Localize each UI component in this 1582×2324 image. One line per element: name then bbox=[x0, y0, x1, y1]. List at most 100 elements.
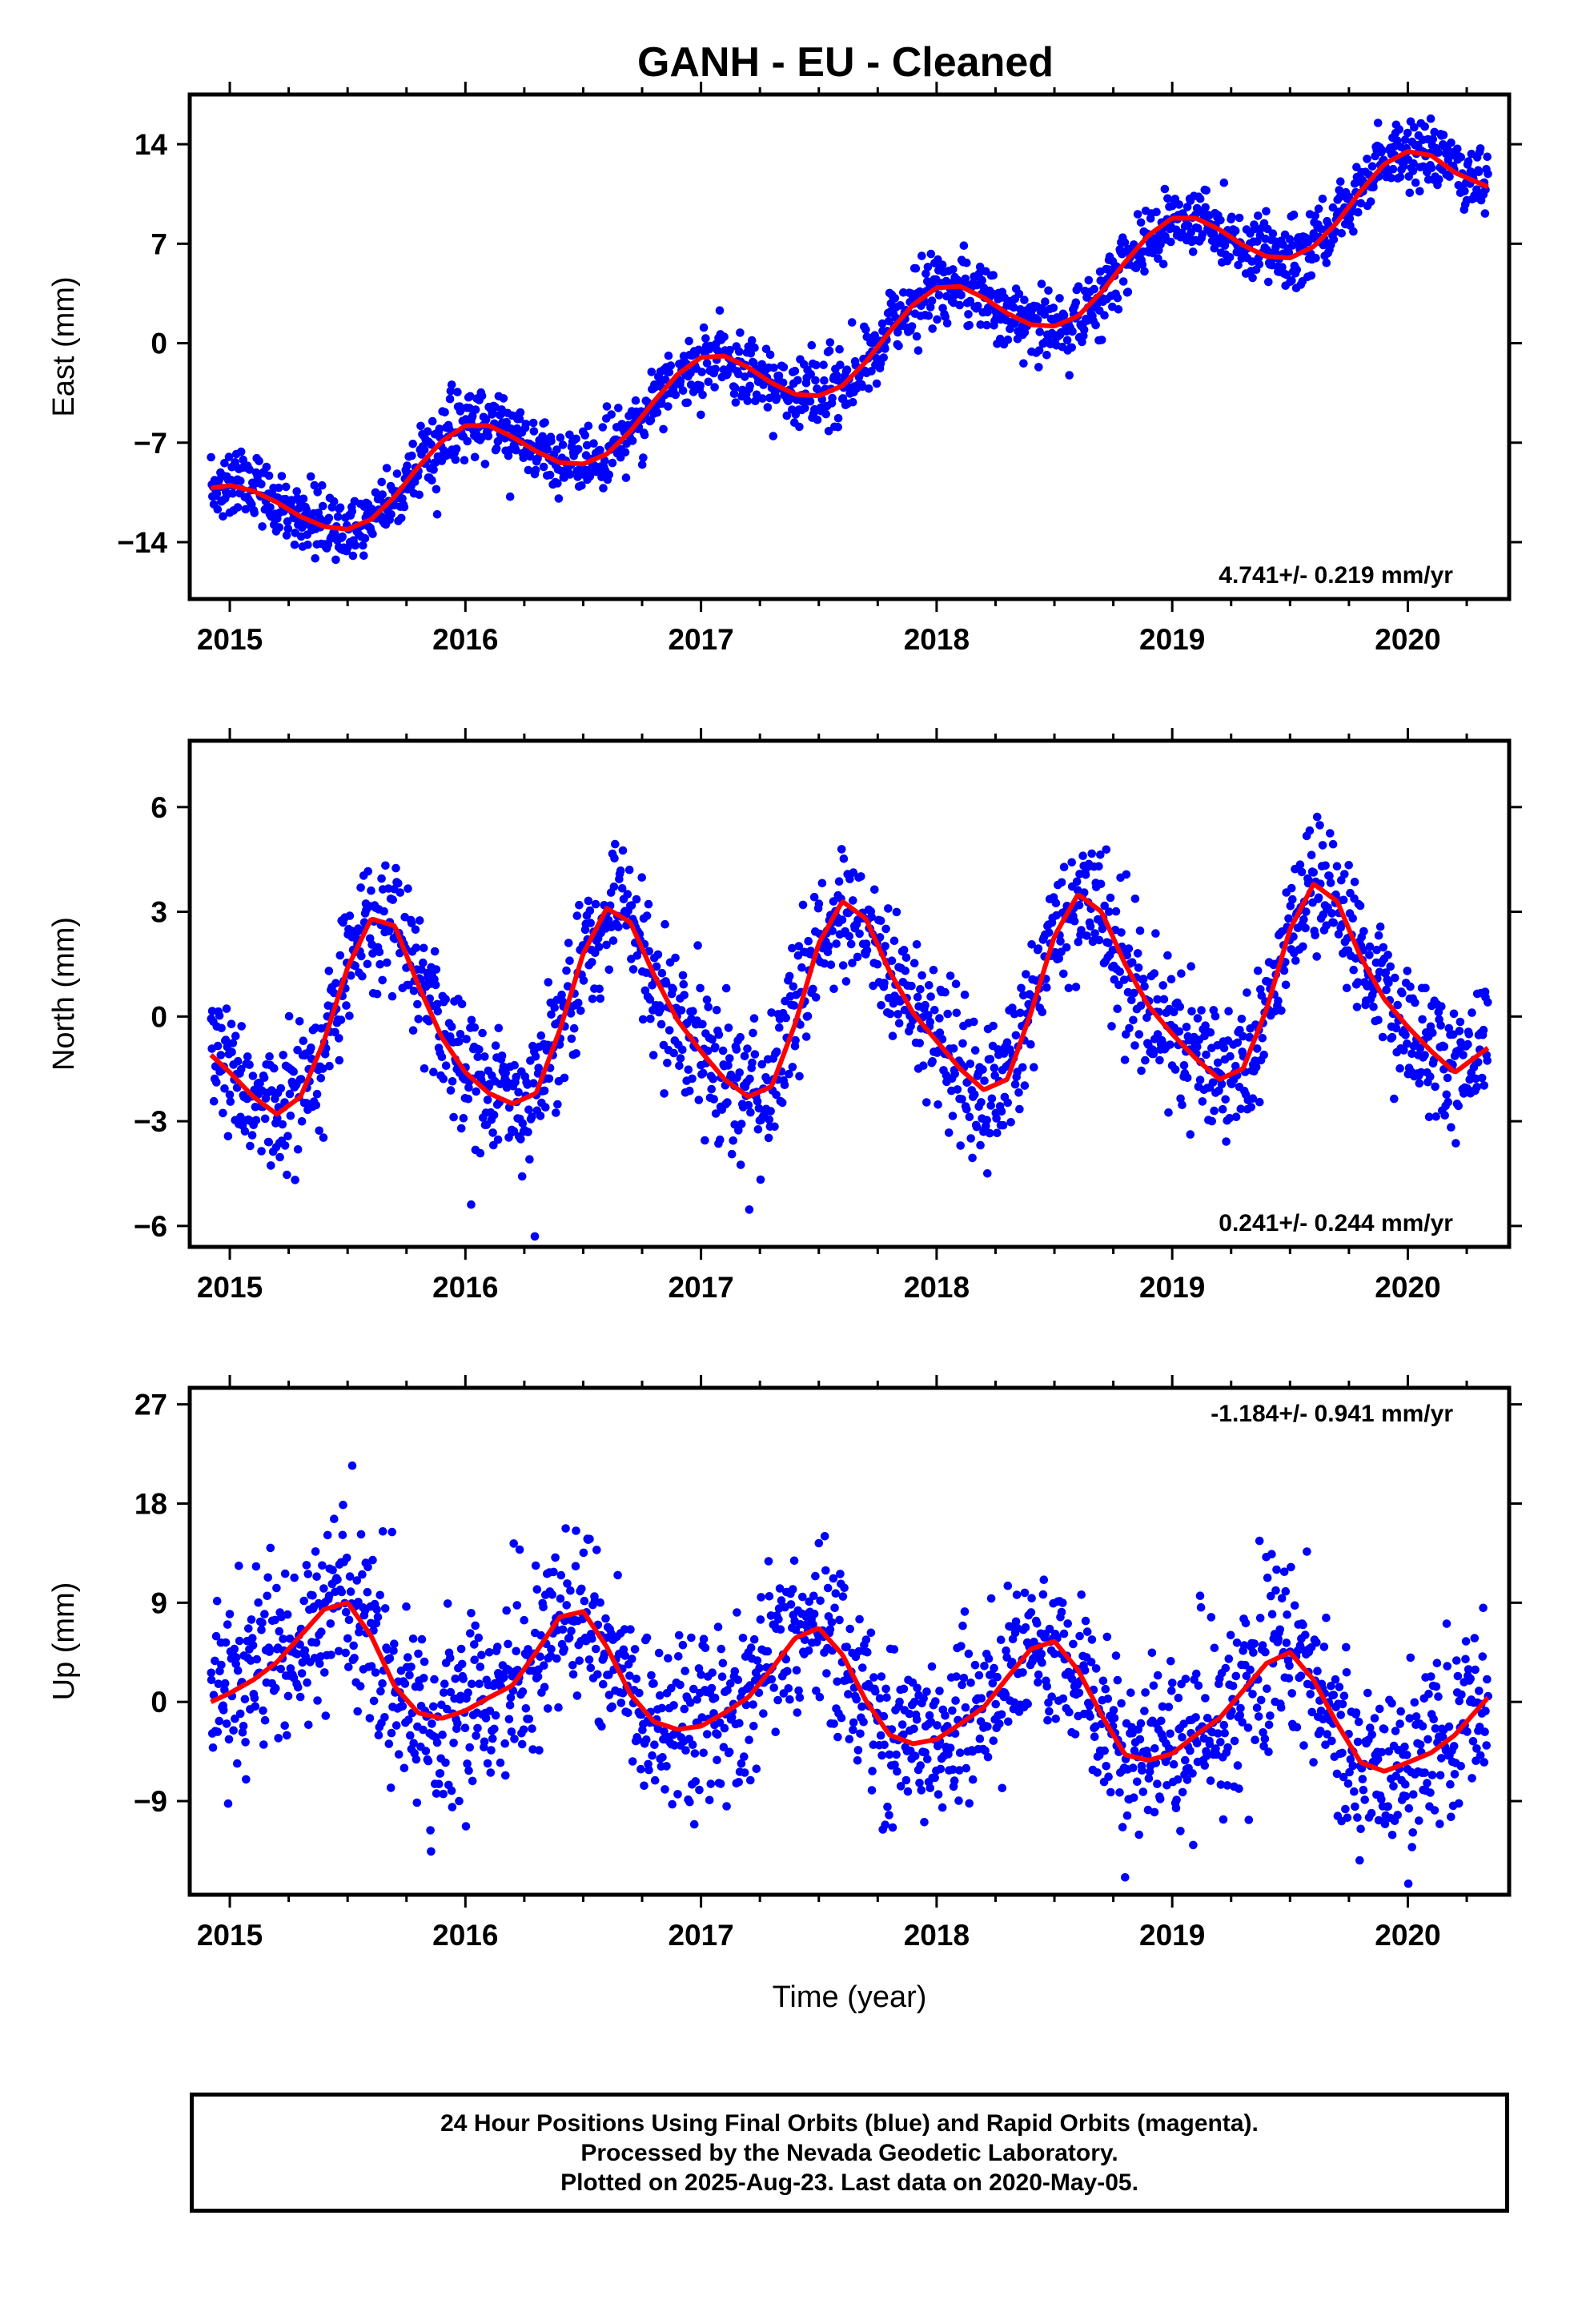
data-point bbox=[1203, 1714, 1212, 1723]
data-point bbox=[290, 1573, 299, 1582]
data-point bbox=[725, 1054, 734, 1063]
data-point bbox=[885, 1811, 893, 1819]
data-point bbox=[1275, 1625, 1284, 1634]
data-point bbox=[671, 953, 680, 963]
data-point bbox=[591, 899, 600, 909]
data-point bbox=[856, 1729, 865, 1739]
data-point bbox=[1211, 1011, 1220, 1021]
data-point bbox=[1395, 1063, 1404, 1073]
data-point bbox=[604, 470, 614, 480]
data-point bbox=[447, 1022, 456, 1031]
data-point bbox=[989, 1021, 998, 1031]
data-point bbox=[982, 320, 991, 330]
data-point bbox=[789, 1001, 799, 1010]
data-point bbox=[1105, 907, 1114, 916]
data-point bbox=[1049, 304, 1058, 312]
data-point bbox=[628, 1655, 636, 1663]
data-point bbox=[752, 1764, 761, 1773]
data-point bbox=[276, 1664, 286, 1674]
data-point bbox=[1309, 868, 1318, 877]
data-point bbox=[411, 925, 420, 935]
data-point bbox=[568, 1670, 578, 1679]
data-point bbox=[407, 1663, 416, 1671]
data-point bbox=[464, 1766, 473, 1775]
data-point bbox=[572, 911, 582, 920]
data-point bbox=[840, 1583, 849, 1593]
data-point bbox=[1311, 931, 1319, 939]
data-point bbox=[552, 1654, 561, 1663]
data-point bbox=[716, 1779, 725, 1788]
data-point bbox=[915, 1039, 924, 1047]
data-point bbox=[208, 1743, 218, 1752]
data-point bbox=[794, 942, 804, 951]
data-point bbox=[295, 1692, 305, 1702]
data-point bbox=[315, 1126, 324, 1136]
data-point bbox=[913, 346, 923, 356]
data-point bbox=[676, 1680, 685, 1690]
data-point bbox=[521, 420, 531, 428]
data-point bbox=[1027, 940, 1036, 949]
data-point bbox=[788, 943, 797, 953]
data-point bbox=[923, 263, 933, 271]
plot-frame bbox=[187, 738, 1512, 1249]
data-point bbox=[1464, 1030, 1474, 1039]
data-point bbox=[1183, 220, 1193, 230]
y-axis-label: North (mm) bbox=[47, 917, 81, 1071]
data-point bbox=[1428, 135, 1438, 144]
data-point bbox=[746, 1643, 756, 1652]
x-tick-label: 2019 bbox=[1139, 623, 1205, 656]
data-point bbox=[599, 1679, 608, 1689]
data-point bbox=[789, 1556, 799, 1566]
data-point bbox=[887, 956, 897, 965]
data-point bbox=[1248, 273, 1257, 283]
data-point bbox=[563, 982, 572, 991]
data-point bbox=[986, 1594, 996, 1603]
data-point bbox=[1336, 177, 1345, 186]
data-point bbox=[970, 1017, 978, 1027]
data-point bbox=[372, 989, 382, 999]
data-point bbox=[217, 1660, 226, 1670]
data-point bbox=[1267, 1610, 1277, 1618]
data-point bbox=[404, 884, 412, 893]
data-point bbox=[1134, 1830, 1143, 1839]
data-point bbox=[421, 1747, 431, 1755]
data-point bbox=[1255, 1614, 1265, 1622]
data-point bbox=[1201, 1694, 1210, 1703]
data-point bbox=[367, 886, 375, 895]
data-point bbox=[921, 1748, 930, 1757]
data-point bbox=[1102, 1762, 1110, 1771]
data-point bbox=[509, 1127, 519, 1136]
data-point bbox=[733, 1675, 743, 1684]
data-point bbox=[1384, 978, 1393, 987]
data-point bbox=[533, 1672, 543, 1681]
data-point bbox=[1314, 204, 1323, 213]
data-point bbox=[1152, 207, 1161, 217]
data-point bbox=[922, 1687, 931, 1696]
data-point bbox=[899, 1730, 908, 1739]
data-point bbox=[1094, 935, 1104, 945]
data-point bbox=[275, 523, 284, 532]
data-point bbox=[844, 1690, 853, 1699]
data-point bbox=[329, 497, 339, 506]
data-point bbox=[838, 1592, 848, 1601]
data-point bbox=[867, 912, 876, 922]
data-point bbox=[830, 1603, 839, 1613]
data-point bbox=[464, 1688, 472, 1697]
data-point bbox=[1189, 1840, 1198, 1850]
data-point bbox=[1082, 1627, 1092, 1636]
data-point bbox=[1395, 125, 1403, 134]
data-point bbox=[731, 398, 741, 407]
data-point bbox=[1163, 951, 1172, 960]
data-point bbox=[312, 1572, 321, 1581]
data-point bbox=[255, 456, 263, 465]
data-point bbox=[986, 1055, 995, 1063]
data-point bbox=[667, 1683, 676, 1693]
data-point bbox=[419, 943, 428, 953]
data-point bbox=[1178, 1733, 1186, 1742]
x-tick-label: 2017 bbox=[668, 623, 733, 656]
data-point bbox=[849, 1718, 858, 1727]
data-point bbox=[592, 1546, 601, 1554]
data-point bbox=[1178, 1787, 1187, 1797]
data-point bbox=[1058, 1694, 1068, 1703]
